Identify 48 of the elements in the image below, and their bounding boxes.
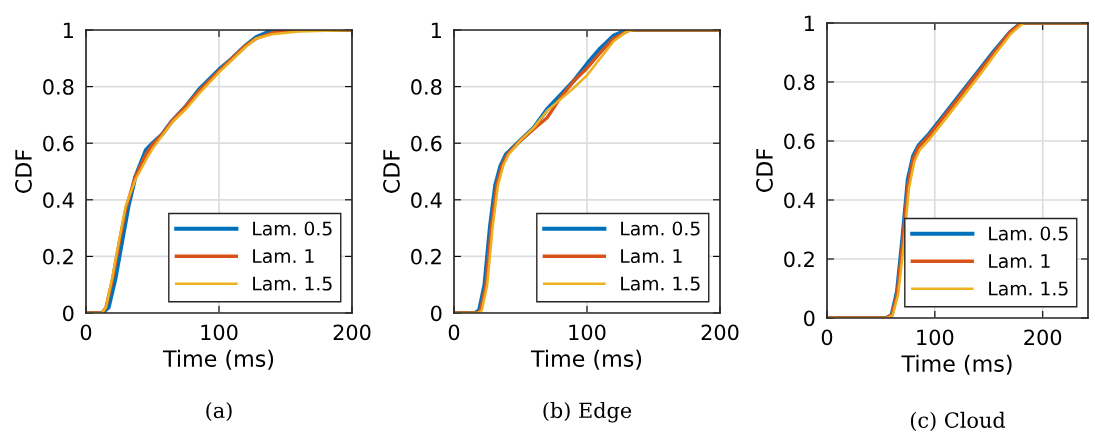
line-series	[454, 30, 720, 313]
x-tick-label: 200	[1024, 329, 1062, 346]
legend-label: Lam. 1.5	[253, 276, 332, 291]
line-series	[827, 23, 1088, 318]
legend-label: Lam. 0.5	[253, 221, 332, 236]
text: (c) Cloud	[910, 411, 1006, 431]
y-tick-label: 1	[63, 22, 73, 38]
y-tick-label: 0	[804, 310, 815, 327]
x-tick-label: 200	[701, 324, 739, 341]
x-axis-title: Time (ms)	[530, 349, 642, 370]
y-tick-label: 0.6	[43, 135, 74, 152]
y-tick-label: 0.4	[411, 192, 442, 209]
legend-label: Lam. 1	[989, 254, 1050, 269]
y-tick-label: 0	[63, 305, 74, 322]
line-series	[86, 30, 352, 313]
y-tick-label: 1	[804, 15, 814, 31]
x-tick-label: 0	[80, 324, 92, 341]
text: (a)	[206, 402, 232, 422]
legend-label: Lam. 0.5	[621, 221, 700, 236]
y-tick-label: 0	[431, 305, 442, 322]
x-tick-label: 200	[333, 324, 371, 341]
legend-label: Lam. 1	[621, 249, 682, 264]
y-axis-title: CDF	[15, 150, 32, 193]
y-tick-label: 0.4	[43, 192, 74, 209]
x-axis-title: Time (ms)	[901, 354, 1012, 375]
y-tick-label: 0.2	[43, 248, 73, 265]
x-tick-label: 100	[201, 324, 238, 341]
legend-label: Lam. 1.5	[989, 281, 1068, 296]
y-tick-label: 1	[431, 22, 441, 38]
y-tick-label: 0.8	[411, 79, 442, 95]
y-tick-label: 0.4	[784, 192, 815, 209]
x-tick-label: 0	[448, 324, 460, 341]
text: (b) Edge	[543, 402, 632, 423]
legend-label: Lam. 1	[253, 249, 314, 264]
y-tick-label: 0.2	[784, 251, 814, 268]
x-tick-label: 0	[821, 329, 833, 346]
x-axis-title: Time (ms)	[162, 349, 274, 370]
legend-label: Lam. 1.5	[621, 276, 700, 291]
x-tick-label: 100	[569, 324, 606, 341]
y-tick-label: 0.8	[784, 74, 815, 91]
y-axis-title: CDF	[756, 149, 773, 192]
y-tick-label: 0.8	[43, 79, 74, 95]
x-tick-label: 100	[917, 329, 954, 346]
y-tick-label: 0.6	[411, 135, 442, 152]
y-tick-label: 0.2	[411, 248, 441, 265]
y-axis-title: CDF	[383, 150, 400, 193]
legend-label: Lam. 0.5	[989, 226, 1068, 241]
y-tick-label: 0.6	[784, 133, 815, 150]
